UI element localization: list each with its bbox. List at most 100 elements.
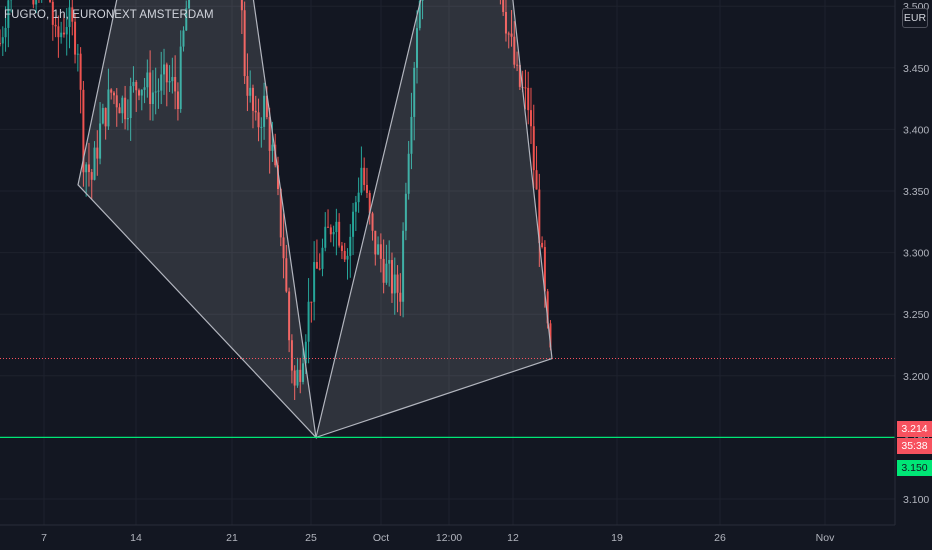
candle-body <box>263 95 266 127</box>
candle-body <box>374 230 377 255</box>
candle-body <box>524 87 527 89</box>
candle-body <box>382 258 385 283</box>
candle-body <box>4 27 7 38</box>
candle-body <box>340 245 343 251</box>
candle-body <box>529 110 532 127</box>
price-tick-label: 3.350 <box>903 186 929 198</box>
candle-body <box>76 53 79 55</box>
candle-body <box>179 46 182 110</box>
time-tick-label: 12:00 <box>436 532 462 544</box>
horizontal-line-price-tag: 3.150 <box>897 460 932 476</box>
candle-body <box>329 227 332 235</box>
candle-body <box>290 340 293 371</box>
candle-body <box>57 26 60 38</box>
currency-badge[interactable]: EUR <box>902 8 928 28</box>
candle-body <box>416 28 418 68</box>
candle-body <box>140 89 143 96</box>
candle-body <box>160 74 163 91</box>
candle-body <box>65 27 68 35</box>
candle-body <box>313 262 316 302</box>
candle-body <box>338 221 341 246</box>
candle-body <box>396 274 399 293</box>
candle-body <box>146 72 149 88</box>
candle-body <box>85 164 88 173</box>
time-tick-label: Nov <box>816 532 835 544</box>
candle-body <box>541 242 544 248</box>
candle-body <box>293 370 296 386</box>
candle-body <box>538 189 541 243</box>
candle-body <box>176 91 179 110</box>
candle-body <box>402 230 405 302</box>
candle-body <box>129 86 132 118</box>
candle-body <box>310 301 313 303</box>
candle-body <box>260 126 263 128</box>
candle-body <box>87 164 90 173</box>
candle-body <box>124 97 127 120</box>
candle-body <box>546 291 549 324</box>
candle-body <box>390 260 393 294</box>
candle-body <box>138 90 140 96</box>
candle-body <box>360 167 363 193</box>
candle-body <box>535 170 538 190</box>
candle-body <box>7 0 10 28</box>
candle-body <box>321 247 324 269</box>
candle-body <box>421 0 424 1</box>
candle-body <box>332 232 335 235</box>
candle-body <box>154 91 157 93</box>
candle-body <box>357 192 360 203</box>
candle-body <box>188 0 191 9</box>
time-tick-label: 26 <box>714 532 726 544</box>
candle-body <box>132 81 135 87</box>
candle-body <box>388 260 391 264</box>
candle-body <box>346 255 349 260</box>
candle-body <box>507 33 510 35</box>
candle-body <box>288 291 291 341</box>
candle-body <box>182 30 185 47</box>
candle-body <box>399 292 402 302</box>
candle-body <box>171 77 174 82</box>
candle-body <box>349 236 352 256</box>
candle-body <box>504 11 507 34</box>
candle-body <box>418 0 421 29</box>
candle-body <box>93 147 96 180</box>
candle-body <box>407 153 410 194</box>
time-axis[interactable]: 7 14 21 25 Oct 12:00 12 19 26 Nov <box>41 532 835 544</box>
candle-body <box>143 87 146 90</box>
candle-body <box>74 21 77 55</box>
time-tick-label: 12 <box>507 532 519 544</box>
candle-body <box>168 81 171 83</box>
candle-body <box>257 112 260 128</box>
candle-body <box>112 92 115 96</box>
candle-body <box>107 89 110 127</box>
candle-body <box>62 32 65 35</box>
candle-body <box>79 53 82 90</box>
price-tick-label: 3.300 <box>903 248 929 260</box>
candle-body <box>254 110 257 113</box>
candle-body <box>279 188 282 238</box>
time-tick-label: 14 <box>130 532 142 544</box>
candle-body <box>96 147 99 159</box>
time-tick-label: Oct <box>373 532 389 544</box>
candle-body <box>1 37 4 44</box>
candle-body <box>99 123 102 159</box>
price-levels <box>0 358 895 438</box>
candle-body <box>0 43 1 45</box>
candle-body <box>532 126 535 171</box>
harmonic-pattern[interactable] <box>77 0 553 440</box>
candle-body <box>185 8 188 31</box>
candle-body <box>315 262 318 269</box>
candle-body <box>126 117 129 120</box>
symbol-title: FUGRO, 1h, EURONEXT AMSTERDAM <box>4 9 214 21</box>
price-tick-label: 3.400 <box>903 124 929 136</box>
candle-body <box>335 221 338 233</box>
candle-body <box>243 10 246 77</box>
candles <box>0 0 552 401</box>
candle-body <box>377 244 380 255</box>
candle-body <box>268 117 271 151</box>
candle-body <box>60 32 63 38</box>
candle-body <box>110 89 113 93</box>
candle-body <box>90 172 93 180</box>
candle-body <box>393 274 396 294</box>
last-price-tag: 3.214 <box>897 421 932 437</box>
